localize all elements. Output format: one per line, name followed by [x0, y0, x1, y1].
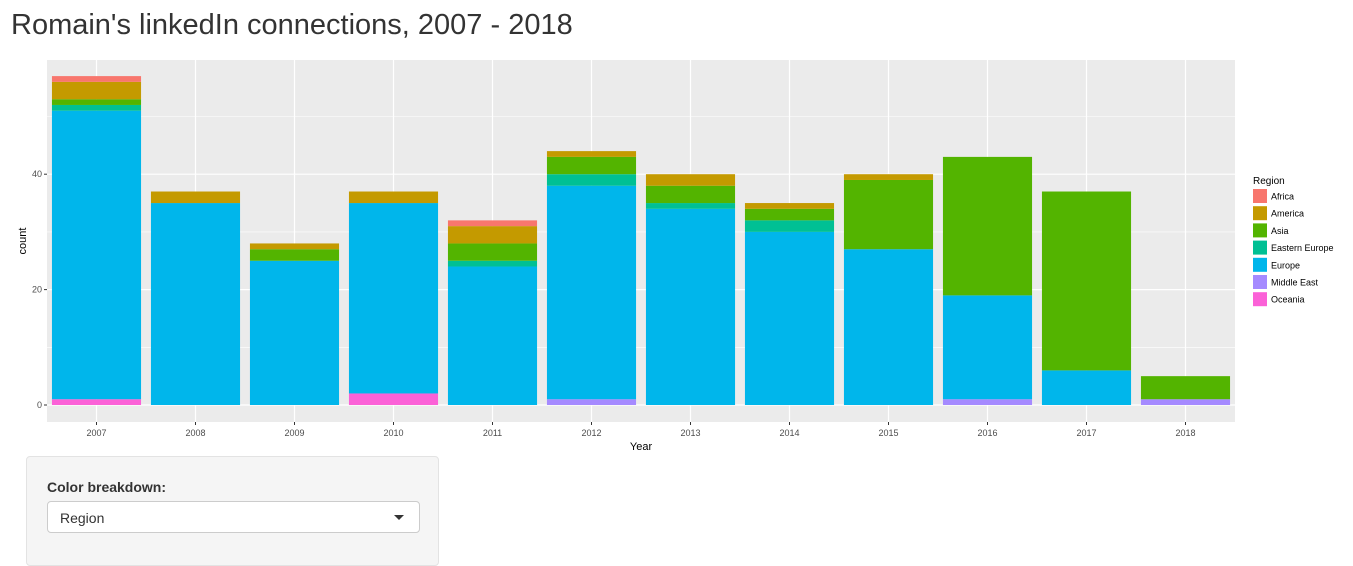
legend-key-africa: [1253, 189, 1267, 203]
legend-label: Europe: [1271, 260, 1300, 270]
bar-2007-africa: [51, 76, 142, 82]
bar-2015-america: [843, 174, 934, 180]
x-tick-label: 2016: [977, 428, 997, 438]
x-tick-label: 2007: [86, 428, 106, 438]
legend-label: Eastern Europe: [1271, 243, 1334, 253]
controls-panel: Color breakdown: Region: [26, 456, 439, 566]
bar-2018-asia: [1140, 376, 1231, 400]
chart: 0 20 40 2007 2008 2009 2010 2011 2012 2013 2014 201…: [17, 60, 1334, 453]
bar-2012-middle-east: [546, 399, 637, 405]
bar-2010-oceania: [348, 393, 439, 405]
chevron-down-icon: [394, 515, 404, 520]
bar-2013-america: [645, 174, 736, 186]
bar-2011-europe: [447, 266, 538, 405]
y-tick-label: 0: [37, 400, 42, 410]
x-tick-label: 2017: [1076, 428, 1096, 438]
bar-2017-asia: [1041, 191, 1132, 371]
bar-2017-europe: [1041, 370, 1132, 405]
bar-2011-eastern-europe: [447, 260, 538, 267]
bar-2013-asia: [645, 185, 736, 204]
bar-2007-america: [51, 81, 142, 100]
bar-2008-america: [150, 191, 241, 204]
legend-key-europe: [1253, 257, 1267, 272]
bar-2009-asia: [249, 249, 340, 261]
legend-label: Asia: [1271, 226, 1289, 236]
bar-2007-europe: [51, 110, 142, 400]
bar-2011-africa: [447, 220, 538, 227]
legend-title: Region: [1253, 176, 1285, 187]
bar-2012-america: [546, 151, 637, 157]
bar-2013-europe: [645, 208, 736, 405]
page-title: Romain's linkedIn connections, 2007 - 20…: [11, 9, 573, 41]
bar-2010-america: [348, 191, 439, 204]
bar-2007-oceania: [51, 399, 142, 405]
legend-label: Middle East: [1271, 278, 1319, 288]
bar-2014-eastern-europe: [744, 220, 835, 232]
bar-2014-america: [744, 203, 835, 209]
x-tick-label: 2013: [680, 428, 700, 438]
x-tick-label: 2009: [284, 428, 304, 438]
x-tick-label: 2011: [483, 428, 502, 438]
bar-2014-asia: [744, 208, 835, 221]
bar-2008-europe: [150, 203, 241, 405]
bar-2011-america: [447, 226, 538, 244]
bar-2016-asia: [942, 156, 1033, 296]
bar-2015-asia: [843, 179, 934, 250]
legend-label: Africa: [1271, 192, 1294, 202]
bar-2009-america: [249, 243, 340, 250]
bar-2012-eastern-europe: [546, 174, 637, 186]
bar-2016-europe: [942, 295, 1033, 400]
y-axis-title: count: [17, 228, 29, 255]
bar-2013-eastern-europe: [645, 203, 736, 209]
bar-2011-asia: [447, 243, 538, 261]
bar-2009-europe: [249, 260, 340, 405]
bar-2007-asia: [51, 99, 142, 105]
color-breakdown-selected-value: Region: [60, 510, 105, 526]
legend-label: America: [1271, 209, 1304, 219]
legend-label: Oceania: [1271, 295, 1305, 305]
y-tick-label: 20: [32, 285, 42, 295]
legend-key-america: [1253, 206, 1267, 221]
x-tick-label: 2008: [185, 428, 205, 438]
bar-2018-middle-east: [1140, 399, 1231, 405]
x-tick-label: 2015: [878, 428, 898, 438]
bar-2014-europe: [744, 231, 835, 405]
bar-2010-europe: [348, 203, 439, 394]
color-breakdown-label: Color breakdown:: [47, 479, 167, 495]
plot-panel: [47, 60, 1235, 422]
legend-key-middle-east: [1253, 275, 1267, 289]
legend-key-asia: [1253, 223, 1267, 238]
x-axis-title: Year: [630, 441, 653, 453]
bar-2012-asia: [546, 156, 637, 175]
x-tick-label: 2010: [383, 428, 403, 438]
x-tick-label: 2018: [1175, 428, 1195, 438]
bar-2007-eastern-europe: [51, 104, 142, 111]
bar-2016-middle-east: [942, 399, 1033, 405]
bar-2012-europe: [546, 185, 637, 400]
bar-2015-europe: [843, 249, 934, 405]
color-breakdown-select[interactable]: Region: [47, 501, 420, 533]
legend-key-eastern-europe: [1253, 240, 1267, 255]
y-tick-label: 40: [32, 169, 42, 179]
x-tick-label: 2014: [779, 428, 799, 438]
x-tick-label: 2012: [581, 428, 601, 438]
legend-key-oceania: [1253, 292, 1267, 307]
